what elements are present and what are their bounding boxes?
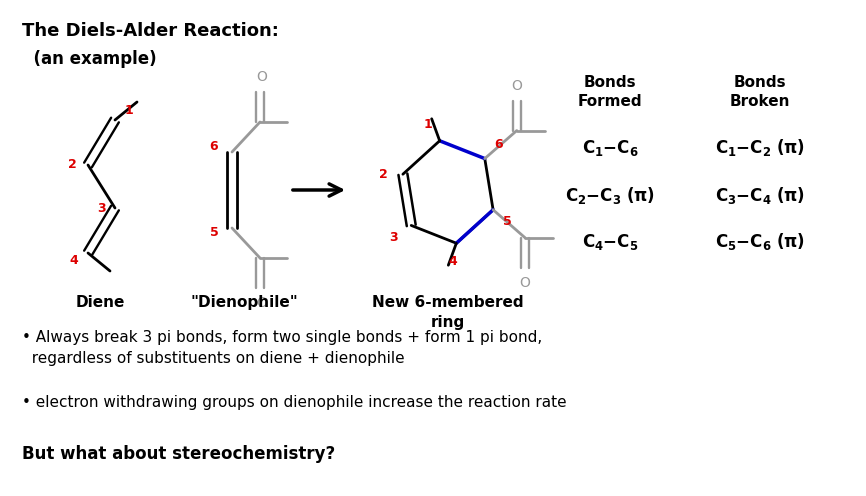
Text: Bonds
Formed: Bonds Formed	[578, 75, 643, 109]
Text: Bonds
Broken: Bonds Broken	[730, 75, 791, 109]
Text: 1: 1	[125, 104, 133, 117]
Text: • Always break 3 pi bonds, form two single bonds + form 1 pi bond,
  regardless : • Always break 3 pi bonds, form two sing…	[22, 330, 542, 366]
Text: O: O	[520, 276, 531, 290]
Text: 2: 2	[378, 168, 387, 181]
Text: O: O	[256, 296, 268, 310]
Text: $\mathbf{C_2}$$\mathbf{-C_3}$ $\mathbf{(\pi)}$: $\mathbf{C_2}$$\mathbf{-C_3}$ $\mathbf{(…	[565, 185, 655, 205]
Text: 1: 1	[423, 118, 432, 131]
Text: O: O	[256, 70, 268, 84]
Text: 2: 2	[68, 159, 76, 172]
Text: New 6-membered
ring: New 6-membered ring	[372, 295, 524, 330]
Text: O: O	[511, 78, 522, 93]
Text: 3: 3	[97, 201, 106, 214]
Text: Diene: Diene	[75, 295, 125, 310]
Text: • electron withdrawing groups on dienophile increase the reaction rate: • electron withdrawing groups on dienoph…	[22, 395, 566, 410]
Text: 4: 4	[69, 254, 79, 267]
Text: "Dienophile": "Dienophile"	[191, 295, 298, 310]
Text: 3: 3	[389, 231, 397, 244]
Text: 6: 6	[210, 140, 218, 153]
Text: (an example): (an example)	[22, 50, 157, 68]
Text: 5: 5	[210, 227, 218, 240]
Text: $\mathbf{C_5}$$\mathbf{-C_6}$ $\mathbf{(\pi)}$: $\mathbf{C_5}$$\mathbf{-C_6}$ $\mathbf{(…	[715, 232, 805, 252]
Text: $\mathbf{C_1}$$\mathbf{-C_2}$ $\mathbf{(\pi)}$: $\mathbf{C_1}$$\mathbf{-C_2}$ $\mathbf{(…	[715, 137, 805, 159]
Text: The Diels-Alder Reaction:: The Diels-Alder Reaction:	[22, 22, 279, 40]
Text: But what about stereochemistry?: But what about stereochemistry?	[22, 445, 335, 463]
Text: $\mathbf{C_3}$$\mathbf{-C_4}$ $\mathbf{(\pi)}$: $\mathbf{C_3}$$\mathbf{-C_4}$ $\mathbf{(…	[715, 185, 805, 205]
Text: 5: 5	[503, 215, 512, 228]
Text: $\mathbf{C_1}$$\mathbf{-C_6}$: $\mathbf{C_1}$$\mathbf{-C_6}$	[582, 138, 638, 158]
Text: 4: 4	[448, 255, 456, 268]
Text: $\mathbf{C_4}$$\mathbf{-C_5}$: $\mathbf{C_4}$$\mathbf{-C_5}$	[582, 232, 638, 252]
Text: 6: 6	[494, 138, 503, 151]
